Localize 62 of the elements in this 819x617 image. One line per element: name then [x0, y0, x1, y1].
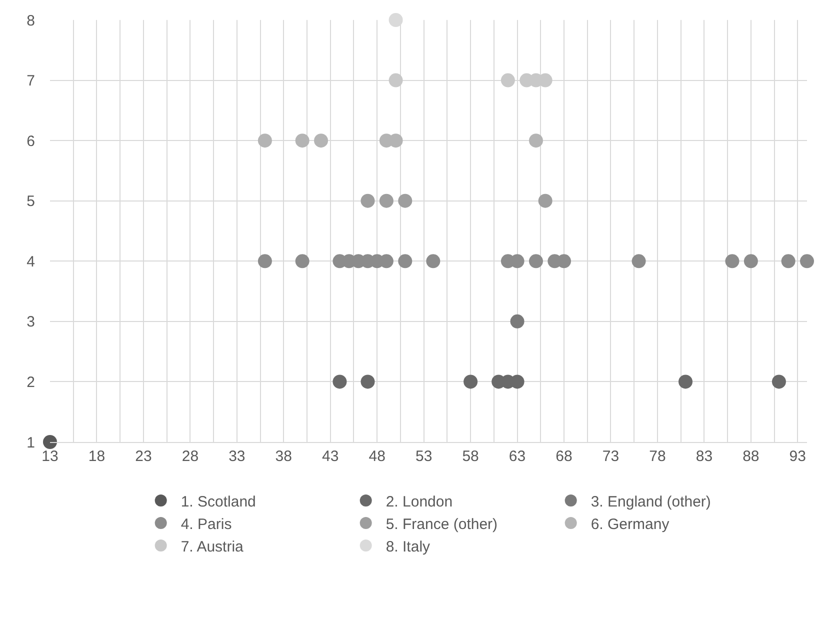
y-tick-label: 5 — [26, 193, 35, 210]
x-tick-label: 13 — [42, 448, 58, 465]
point — [464, 374, 478, 389]
legend-label: 1. Scotland — [180, 493, 256, 510]
x-tick-label: 18 — [88, 448, 106, 465]
point — [725, 254, 740, 268]
point — [528, 254, 543, 268]
x-tick-label: 48 — [368, 448, 386, 465]
point — [379, 194, 394, 208]
y-tick-label: 6 — [26, 132, 35, 150]
legend-label: 7. Austria — [180, 538, 244, 556]
x-tick-label: 43 — [322, 448, 339, 465]
y-tick-label: 3 — [26, 314, 35, 331]
x-tick-label: 63 — [508, 448, 526, 465]
point — [388, 73, 403, 88]
point — [744, 254, 758, 268]
y-tick-label: 7 — [26, 72, 35, 90]
point — [772, 374, 786, 389]
legend-label: 3. England (other) — [590, 493, 711, 510]
point — [781, 254, 796, 268]
y-tick-label: 1 — [26, 434, 35, 452]
x-tick-label: 68 — [556, 448, 572, 465]
x-tick-label: 23 — [135, 448, 152, 465]
legend-label: 4. Paris — [180, 516, 232, 533]
point — [528, 134, 543, 148]
point — [632, 254, 646, 268]
point — [388, 13, 403, 27]
point — [800, 254, 814, 268]
point — [538, 194, 552, 208]
point — [360, 194, 375, 208]
x-tick-label: 93 — [789, 448, 806, 465]
x-tick-label: 83 — [696, 448, 713, 465]
point — [258, 134, 272, 148]
x-tick-label: 38 — [275, 448, 292, 465]
point — [500, 73, 515, 88]
y-tick-label: 2 — [26, 374, 35, 391]
point — [426, 254, 440, 268]
x-tick-label: 88 — [742, 448, 760, 465]
x-tick-label: 73 — [602, 448, 620, 465]
point — [557, 254, 572, 268]
point — [295, 134, 310, 148]
x-tick-label: 58 — [462, 448, 479, 465]
x-tick-label: 53 — [415, 448, 432, 465]
point — [398, 194, 412, 208]
legend-label: 6. Germany — [590, 516, 670, 533]
x-tick-label: 78 — [649, 448, 666, 465]
point — [678, 374, 693, 389]
x-tick-label: 33 — [228, 448, 246, 465]
point — [332, 374, 347, 389]
y-tick-label: 4 — [26, 253, 35, 270]
legend-label: 5. France (other) — [386, 516, 498, 533]
point — [295, 254, 310, 268]
legend-label: 8. Italy — [386, 538, 431, 556]
point — [360, 374, 375, 389]
point — [314, 134, 328, 148]
point — [398, 254, 412, 268]
x-tick-label: 28 — [182, 448, 199, 465]
point — [258, 254, 272, 268]
point — [510, 314, 524, 328]
legend-label: 2. London — [386, 493, 453, 510]
y-tick-label: 8 — [26, 12, 35, 30]
point — [43, 435, 57, 449]
